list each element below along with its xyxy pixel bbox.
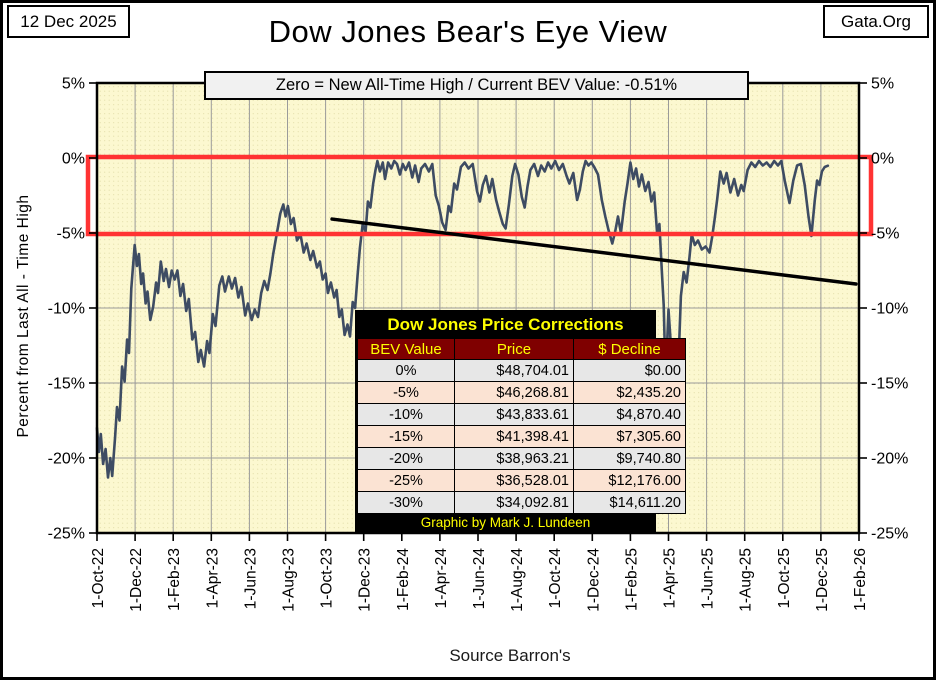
table-row: -30% $34,092.81 $14,611.20 <box>357 491 686 514</box>
y-tick-label-right: -20% <box>871 451 908 468</box>
y-tick-label-left: -25% <box>48 526 85 543</box>
x-tick-label: 1-Aug-23 <box>281 548 298 612</box>
correction-zone-box <box>85 154 874 237</box>
y-tick-label-right: -10% <box>871 301 908 318</box>
table-cell: $48,704.01 <box>454 359 574 382</box>
date-badge: 12 Dec 2025 <box>7 5 130 38</box>
x-tick-label: 1-Dec-25 <box>814 548 831 612</box>
table-cell: $36,528.01 <box>454 469 574 492</box>
x-tick-label: 1-Apr-23 <box>204 548 221 608</box>
x-tick-label: 1-Feb-26 <box>852 548 869 611</box>
table-row: -15% $41,398.41 $7,305.60 <box>357 425 686 448</box>
x-tick-label: 1-Dec-24 <box>585 548 602 612</box>
table-row: -5% $46,268.81 $2,435.20 <box>357 381 686 404</box>
table-cell: $34,092.81 <box>454 491 574 514</box>
y-tick-label-left: 5% <box>62 76 85 93</box>
bev-series-line <box>95 159 830 479</box>
price-corrections-table: Dow Jones Price Corrections BEV Value Pri… <box>355 310 686 534</box>
y-tick-label-left: 0% <box>62 151 85 168</box>
x-tick-label: 1-Feb-25 <box>623 548 640 611</box>
table-col-header: $ Decline <box>573 338 686 360</box>
y-tick-label-right: -15% <box>871 376 908 393</box>
trendline <box>330 217 858 286</box>
table-cell: $46,268.81 <box>454 381 574 404</box>
x-tick-label: 1-Jun-23 <box>242 548 259 609</box>
y-tick-label-left: -10% <box>48 301 85 318</box>
table-row: -10% $43,833.61 $4,870.40 <box>357 403 686 426</box>
page-title: Dow Jones Bear's Eye View <box>268 14 668 49</box>
table-cell: $14,611.20 <box>573 491 686 514</box>
table-row: -25% $36,528.01 $12,176.00 <box>357 469 686 492</box>
table-cell: -30% <box>357 491 455 514</box>
y-tick-label-left: -20% <box>48 451 85 468</box>
y-axis-title: Percent from Last All - Time High <box>15 194 32 438</box>
x-tick-label: 1-Jun-24 <box>471 548 488 610</box>
x-tick-label: 1-Aug-25 <box>738 548 755 612</box>
source-note: Source Barron's <box>449 646 571 665</box>
y-tick-label-right: 0% <box>871 151 894 168</box>
x-tick-label: 1-Apr-24 <box>433 548 450 609</box>
table-cell: -10% <box>357 403 455 426</box>
x-tick-label: 1-Feb-24 <box>395 548 412 611</box>
table-cell: $9,740.80 <box>573 447 686 470</box>
y-tick-label-right: -5% <box>871 226 899 243</box>
y-tick-label-left: -15% <box>48 376 85 393</box>
table-cell: $43,833.61 <box>454 403 574 426</box>
x-tick-label: 1-Oct-23 <box>319 548 336 608</box>
y-tick-label-left: -5% <box>57 226 85 243</box>
table-grid: BEV Value Price $ Decline 0% $48,704.01 $0.0… <box>357 338 686 514</box>
brand-badge: Gata.Org <box>823 5 929 38</box>
table-cell: $12,176.00 <box>573 469 686 492</box>
table-title: Dow Jones Price Corrections <box>357 312 654 338</box>
table-cell: $41,398.41 <box>454 425 574 448</box>
table-cell: -25% <box>357 469 455 492</box>
table-cell: 0% <box>357 359 455 382</box>
x-tick-label: 1-Oct-24 <box>547 548 564 609</box>
table-row: -20% $38,963.21 $9,740.80 <box>357 447 686 470</box>
x-tick-label: 1-Oct-22 <box>90 548 107 608</box>
x-tick-label: 1-Jun-25 <box>700 548 717 609</box>
table-cell: $4,870.40 <box>573 403 686 426</box>
table-footer-credit: Graphic by Mark J. Lundeen <box>357 514 654 532</box>
x-tick-label: 1-Aug-24 <box>509 548 526 612</box>
y-tick-label-right: -25% <box>871 526 908 543</box>
table-col-header: Price <box>454 338 574 360</box>
table-row: 0% $48,704.01 $0.00 <box>357 359 686 382</box>
table-cell: $2,435.20 <box>573 381 686 404</box>
x-tick-label: 1-Apr-25 <box>662 548 679 608</box>
table-cell: $0.00 <box>573 359 686 382</box>
table-col-header: BEV Value <box>357 338 455 360</box>
x-tick-label: 1-Feb-23 <box>166 548 183 611</box>
table-cell: $38,963.21 <box>454 447 574 470</box>
table-cell: -15% <box>357 425 455 448</box>
x-tick-label: 1-Dec-23 <box>357 548 374 612</box>
x-tick-label: 1-Dec-22 <box>128 548 145 612</box>
table-cell: -5% <box>357 381 455 404</box>
table-cell: $7,305.60 <box>573 425 686 448</box>
y-tick-label-right: 5% <box>871 76 894 93</box>
bev-subtitle-box: Zero = New All-Time High / Current BEV V… <box>204 71 749 100</box>
table-cell: -20% <box>357 447 455 470</box>
x-tick-label: 1-Oct-25 <box>776 548 793 608</box>
table-header-row: BEV Value Price $ Decline <box>357 338 686 360</box>
